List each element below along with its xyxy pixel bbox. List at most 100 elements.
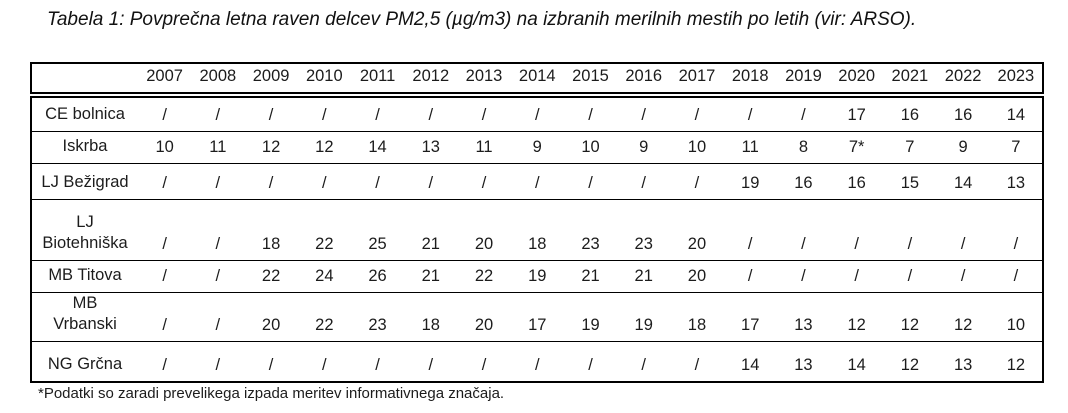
value-cell: /: [723, 95, 777, 132]
value-cell: /: [297, 163, 351, 200]
year-column-header: 2014: [510, 63, 564, 98]
station-name-cell: CE bolnica: [31, 95, 138, 132]
value-cell: /: [428, 356, 434, 374]
value-cell: 19: [563, 292, 618, 342]
value-cell: 14: [847, 356, 866, 374]
value-cell: 17: [830, 95, 884, 132]
year-column-header: 2021: [883, 63, 937, 98]
station-name-cell: MB Titova: [31, 260, 138, 293]
value-cell: 8: [776, 131, 831, 164]
value-cell: 20: [244, 292, 298, 342]
value-cell: 18: [244, 199, 298, 261]
value-cell: /: [375, 356, 380, 374]
value-cell: /: [830, 199, 884, 261]
value-cell: 12: [900, 356, 920, 374]
value-cell: /: [191, 163, 245, 200]
value-cell: 17: [723, 292, 777, 342]
value-cell: /: [138, 260, 192, 293]
value-cell: 26: [350, 260, 405, 293]
value-cell: 19: [723, 163, 777, 200]
value-cell: 10: [563, 131, 618, 164]
station-name-line: MB Titova: [48, 265, 122, 284]
station-name-line: LJ Bežigrad: [41, 172, 129, 191]
value-cell: /: [641, 356, 647, 374]
value-cell: /: [723, 260, 777, 293]
value-cell: 12: [830, 292, 884, 342]
value-cell: 20: [457, 292, 511, 342]
value-cell: 22: [457, 260, 511, 293]
value-cell: /: [138, 199, 192, 261]
value-cell: 18: [670, 292, 724, 342]
value-cell: /: [510, 95, 564, 132]
value-cell: 14: [350, 131, 405, 164]
year-column-header: 2012: [404, 63, 458, 98]
station-name-line: NG Grčna: [47, 355, 123, 373]
value-cell: /: [694, 356, 700, 374]
value-cell: 20: [457, 199, 511, 261]
value-cell: /: [244, 163, 298, 200]
value-cell: 11: [191, 131, 245, 164]
value-cell: /: [883, 260, 937, 293]
value-cell: /: [670, 95, 724, 132]
value-cell: 24: [297, 260, 351, 293]
station-name-line: CE bolnica: [45, 104, 125, 123]
value-cell: 16: [883, 95, 937, 132]
value-cell: /: [617, 163, 671, 200]
value-cell: /: [481, 356, 487, 374]
value-cell: /: [457, 163, 511, 200]
value-cell: 23: [617, 199, 671, 261]
value-cell: /: [617, 95, 671, 132]
value-cell: /: [138, 292, 192, 342]
value-cell: 12: [936, 292, 990, 342]
pm25-table: 2007 2008 2009 2010 2011 2012 2013 2014 …: [30, 62, 1044, 383]
station-name-cell: MB Vrbanski: [31, 292, 138, 342]
value-cell: /: [563, 95, 618, 132]
value-cell: 17: [510, 292, 564, 342]
value-cell: 7: [883, 131, 937, 164]
value-cell: 22: [297, 199, 351, 261]
value-cell: 14: [741, 356, 760, 374]
value-cell: 14: [989, 95, 1043, 132]
value-cell: 13: [404, 131, 458, 164]
value-cell: 12: [244, 131, 298, 164]
corner-cell: [31, 63, 138, 98]
value-cell: /: [936, 260, 990, 293]
value-cell: /: [723, 199, 777, 261]
value-cell: 25: [350, 199, 405, 261]
value-cell: /: [510, 163, 564, 200]
value-cell: 13: [794, 356, 813, 374]
year-column-header: 2015: [563, 63, 618, 98]
value-cell: /: [404, 95, 458, 132]
value-cell: /: [883, 199, 937, 261]
value-cell: 18: [404, 292, 458, 342]
value-cell: 9: [617, 131, 671, 164]
value-cell: 15: [883, 163, 937, 200]
year-column-header: 2013: [457, 63, 511, 98]
year-column-header: 2008: [191, 63, 245, 98]
value-cell: 9: [936, 131, 990, 164]
value-cell: /: [350, 163, 405, 200]
station-name-cell: LJ Biotehniška: [31, 199, 138, 261]
value-cell: /: [191, 260, 245, 293]
year-column-header: 2018: [723, 63, 777, 98]
value-cell: /: [244, 95, 298, 132]
station-name-cell: LJ Bežigrad: [31, 163, 138, 200]
value-cell: /: [776, 95, 831, 132]
value-cell: 7: [989, 131, 1043, 164]
value-cell: /: [776, 260, 831, 293]
table-row: Iskrba 10 11 12 12 14 13 11 9 10 9 10 11…: [31, 131, 1043, 164]
year-header-row: 2007 2008 2009 2010 2011 2012 2013 2014 …: [31, 63, 1043, 98]
value-cell: 20: [670, 260, 724, 293]
value-cell: 20: [670, 199, 724, 261]
year-column-header: 2010: [297, 63, 351, 98]
value-cell: 10: [138, 131, 192, 164]
value-cell: /: [138, 95, 192, 132]
value-cell: /: [191, 199, 245, 261]
value-cell: 21: [404, 260, 458, 293]
value-cell: 13: [989, 163, 1043, 200]
year-column-header: 2019: [776, 63, 831, 98]
value-cell: /: [162, 356, 167, 374]
station-name-cell: Iskrba: [31, 131, 138, 164]
value-cell: 16: [776, 163, 831, 200]
table-caption: Tabela 1: Povprečna letna raven delcev P…: [47, 9, 917, 30]
